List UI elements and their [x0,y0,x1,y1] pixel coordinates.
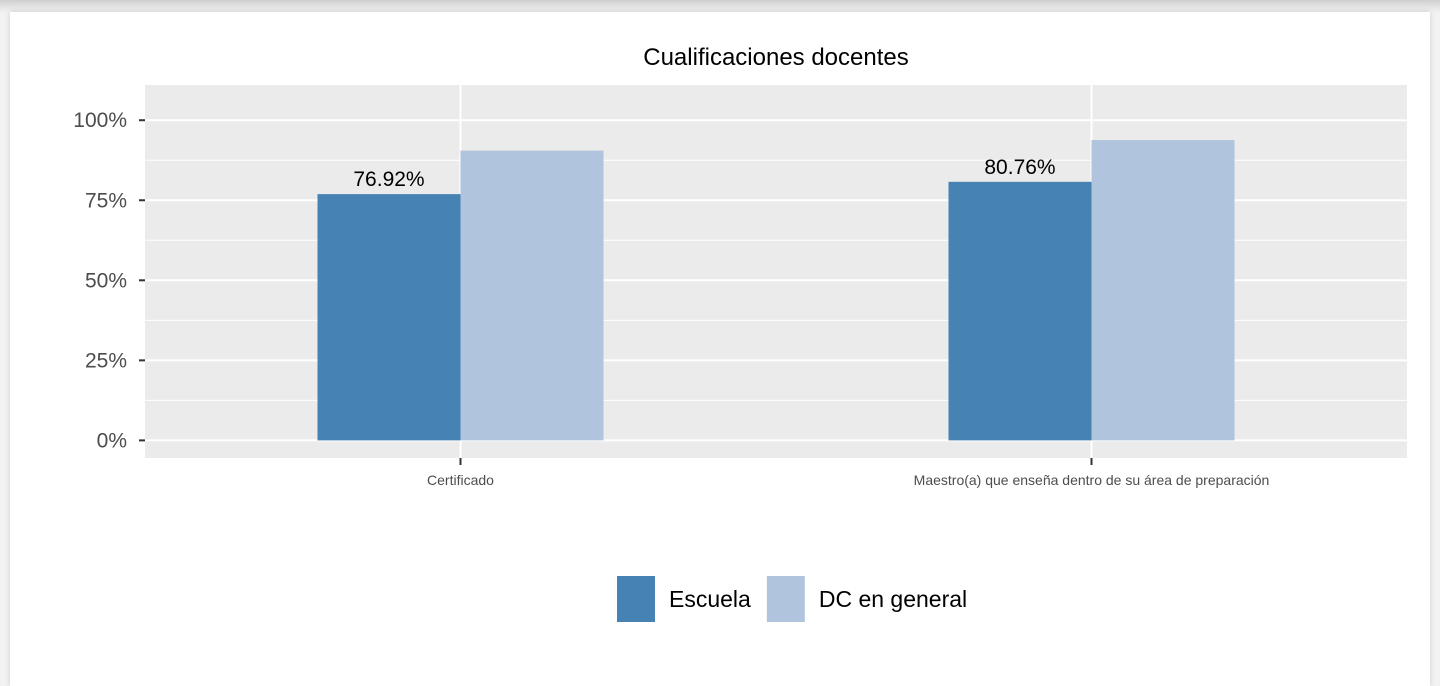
bar-dc-en-general-2 [1091,140,1235,441]
legend-key-dc-en-general [766,576,805,622]
x-tick-label: Certificado [427,472,494,488]
y-tick-label: 50% [85,269,127,292]
bar-dc-en-general-1 [460,150,604,441]
x-axis: Certificado Maestro(a) que enseña dentro … [427,458,1269,488]
bar-escuela-1 [317,194,461,441]
y-axis: 0% 25% 50% 75% 100% [73,109,145,452]
y-tick-label: 100% [73,109,127,132]
data-label: 80.76% [984,156,1055,179]
legend-label-dc-en-general: DC en general [819,586,967,612]
legend-key-escuela [617,576,655,622]
legend-label-escuela: Escuela [669,586,751,612]
data-labels: 76.92% 80.76% [353,156,1055,191]
y-tick-label: 25% [85,349,127,372]
data-label: 76.92% [353,168,424,191]
chart-title: Cualificaciones docentes [643,44,909,71]
y-tick-label: 0% [97,429,127,452]
top-shadow [0,0,1440,14]
bars [317,140,1235,441]
y-tick-label: 75% [85,189,127,212]
legend: Escuela DC en general [617,576,967,622]
bar-escuela-2 [948,181,1092,441]
x-tick-label: Maestro(a) que enseña dentro de su área … [914,472,1270,488]
